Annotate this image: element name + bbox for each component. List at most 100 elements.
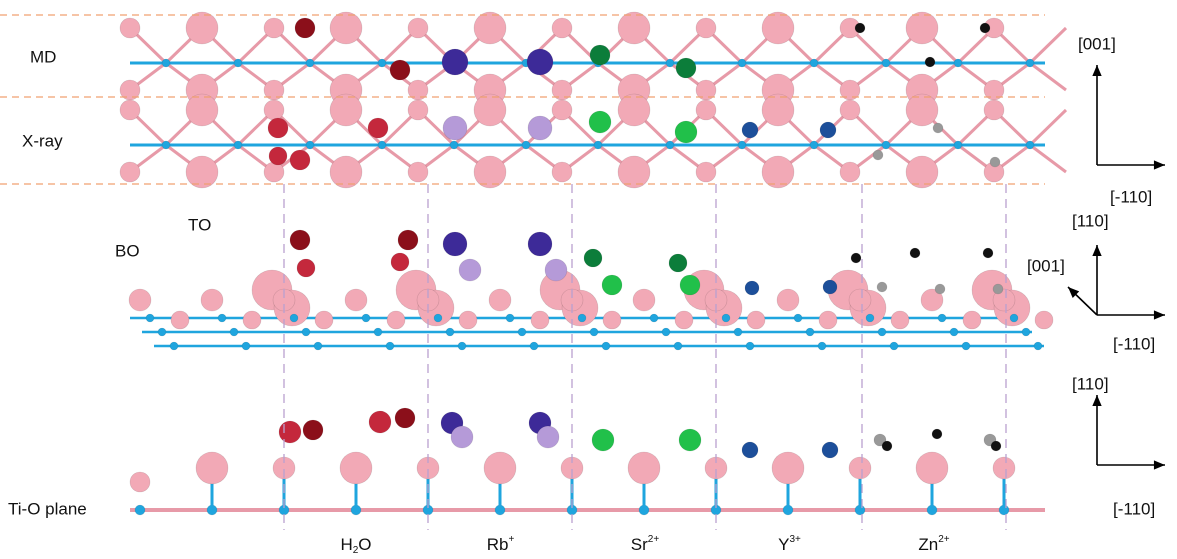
atom: [536, 425, 560, 449]
atom: [905, 155, 939, 189]
atom: [776, 288, 800, 312]
atom: [521, 140, 531, 150]
atom: [881, 440, 893, 452]
atom: [386, 310, 406, 330]
atom: [848, 456, 872, 480]
atom: [737, 58, 747, 68]
atom: [695, 17, 717, 39]
bond: [1029, 61, 1067, 92]
atom: [329, 155, 363, 189]
atom: [1025, 58, 1035, 68]
atom: [854, 22, 866, 34]
atom: [733, 327, 743, 337]
label-charge: 3+: [789, 534, 801, 545]
atom: [377, 140, 387, 150]
atom: [233, 140, 243, 150]
atom: [483, 451, 517, 485]
atom: [589, 44, 611, 66]
atom: [329, 93, 363, 127]
atom: [134, 504, 146, 516]
atom: [449, 140, 459, 150]
atom: [872, 149, 884, 161]
atom: [129, 471, 151, 493]
axis-label: [110]: [1072, 211, 1109, 230]
atom: [817, 341, 827, 351]
atoms: [119, 11, 1068, 516]
atom: [905, 11, 939, 45]
arrow-head: [1092, 395, 1102, 407]
arrow-head: [1153, 460, 1165, 470]
axis-label: [-110]: [1113, 334, 1155, 353]
atom: [577, 313, 587, 323]
atom: [992, 283, 1004, 295]
atom: [737, 140, 747, 150]
column-dividers: [283, 184, 1007, 530]
panel-label: TO: [188, 215, 211, 234]
atom: [407, 99, 429, 121]
atom: [373, 327, 383, 337]
atom: [367, 117, 389, 139]
atom: [458, 258, 482, 282]
label-symbol: H: [340, 535, 352, 554]
atom: [761, 11, 795, 45]
atom: [741, 441, 759, 459]
atom: [989, 156, 1001, 168]
arrow-head: [1092, 245, 1102, 257]
atom: [931, 428, 943, 440]
atom: [1025, 140, 1035, 150]
atom: [185, 11, 219, 45]
atom: [450, 425, 474, 449]
atom: [665, 140, 675, 150]
atom: [170, 310, 190, 330]
atom: [289, 313, 299, 323]
atom: [442, 231, 468, 257]
panel-label: BO: [115, 241, 140, 260]
atom: [302, 419, 324, 441]
atom: [889, 341, 899, 351]
atom: [627, 451, 661, 485]
atom: [551, 17, 573, 39]
atom: [949, 327, 959, 337]
atom: [473, 93, 507, 127]
atom: [128, 288, 152, 312]
atom: [119, 17, 141, 39]
atom: [809, 140, 819, 150]
atom: [805, 327, 815, 337]
atom: [442, 115, 468, 141]
atom: [473, 11, 507, 45]
atom: [744, 280, 760, 296]
axis-label: [001]: [1078, 34, 1116, 53]
atom: [242, 310, 262, 330]
atom: [407, 17, 429, 39]
atom: [473, 155, 507, 189]
atom: [301, 327, 311, 337]
atom: [934, 283, 946, 295]
atom: [377, 58, 387, 68]
column-labels: H2O Rb+ Sr2+ Y3+ Zn2+: [340, 534, 949, 556]
column-label: Y3+: [778, 534, 801, 555]
label-charge: 2+: [648, 534, 660, 545]
column-label: H2O: [340, 535, 371, 555]
atom: [617, 11, 651, 45]
atom: [695, 161, 717, 183]
atom: [441, 48, 469, 76]
column-label: Rb+: [487, 534, 515, 555]
atom: [992, 456, 1016, 480]
atom: [169, 341, 179, 351]
bond: [1029, 143, 1067, 174]
atom: [674, 120, 698, 144]
atom: [1021, 327, 1031, 337]
atom: [526, 48, 554, 76]
atom: [529, 341, 539, 351]
atom: [505, 313, 515, 323]
atom: [157, 327, 167, 337]
atom: [721, 313, 731, 323]
atom: [741, 121, 759, 139]
atom: [982, 247, 994, 259]
atom: [195, 451, 229, 485]
atom: [937, 313, 947, 323]
atom: [673, 341, 683, 351]
atom: [679, 274, 701, 296]
column-label: Sr2+: [631, 534, 660, 555]
